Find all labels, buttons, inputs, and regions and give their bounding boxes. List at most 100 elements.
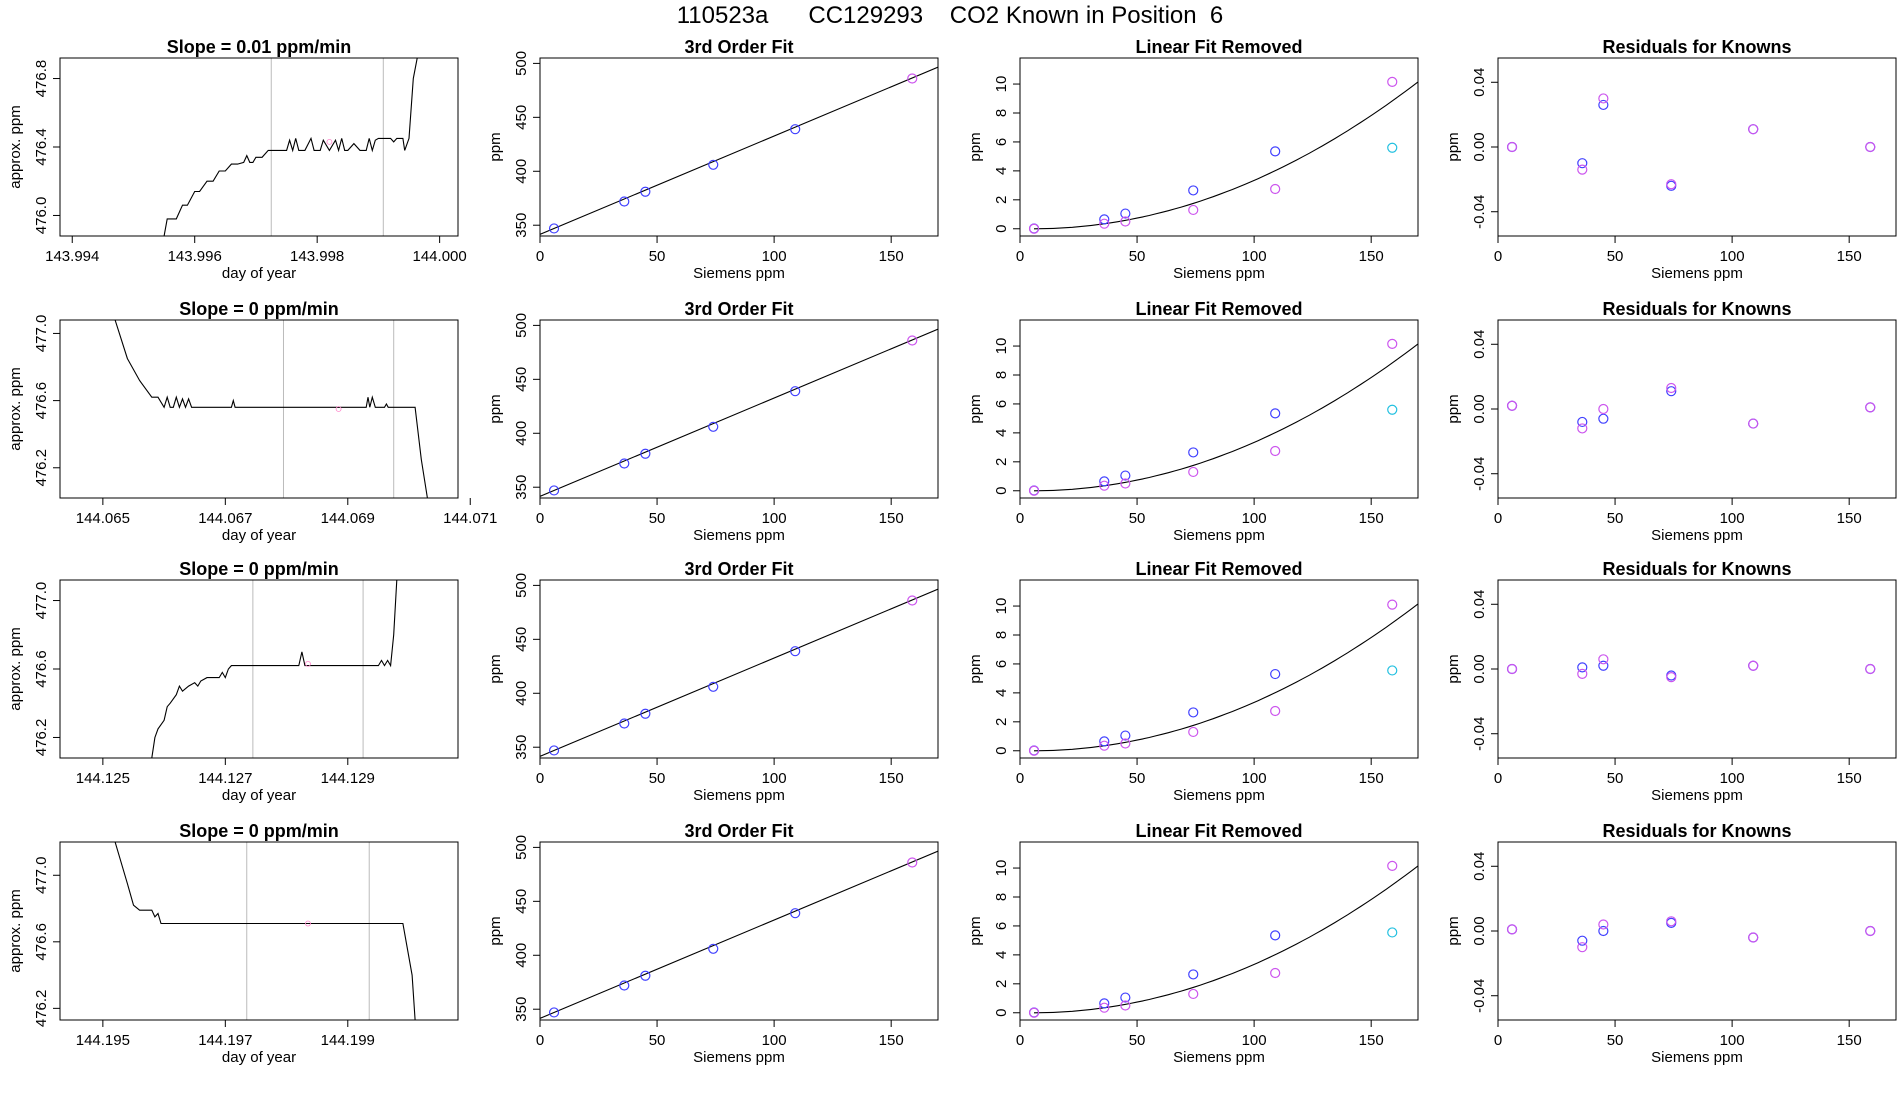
x-tick-label: 150 bbox=[1359, 248, 1384, 265]
y-tick-label: 10 bbox=[993, 598, 1010, 615]
panel-title: Slope = 0 ppm/min bbox=[179, 821, 339, 841]
x-tick-label: 50 bbox=[649, 510, 666, 527]
y-tick-label: 450 bbox=[513, 627, 530, 652]
data-point bbox=[1270, 967, 1281, 979]
panel-title: 3rd Order Fit bbox=[684, 37, 793, 57]
data-point bbox=[1506, 663, 1518, 675]
y-tick-label: 0.00 bbox=[1471, 654, 1488, 683]
x-tick-label: 150 bbox=[1359, 510, 1384, 527]
data-point bbox=[1120, 478, 1131, 489]
x-tick-label: 100 bbox=[762, 770, 787, 787]
y-axis-label: approx. ppm bbox=[7, 627, 24, 710]
y-tick-label: 0 bbox=[993, 225, 1010, 233]
x-axis-label: Siemens ppm bbox=[1651, 527, 1743, 544]
data-point bbox=[1099, 476, 1110, 487]
plot-frame bbox=[539, 841, 939, 1021]
plot-frame bbox=[1497, 841, 1897, 1021]
y-tick-label: 477.0 bbox=[33, 856, 50, 894]
x-tick-label: 0 bbox=[536, 1032, 544, 1049]
x-tick-label: 50 bbox=[1129, 248, 1146, 265]
x-tick-label: 150 bbox=[879, 770, 904, 787]
data-point bbox=[548, 745, 560, 756]
y-tick-label: -0.04 bbox=[1471, 717, 1488, 751]
x-tick-label: 100 bbox=[762, 248, 787, 265]
y-tick-label: 4 bbox=[993, 689, 1010, 697]
data-point bbox=[1099, 480, 1110, 491]
data-point bbox=[1028, 1007, 1040, 1018]
y-tick-label: 8 bbox=[993, 893, 1010, 901]
data-point bbox=[1387, 599, 1398, 610]
data-point bbox=[1598, 919, 1609, 930]
data-point bbox=[1188, 969, 1199, 980]
x-tick-label: 100 bbox=[1720, 1032, 1745, 1049]
y-tick-label: 400 bbox=[513, 421, 530, 446]
x-tick-label: 0 bbox=[1016, 510, 1024, 527]
x-tick-label: 100 bbox=[762, 1032, 787, 1049]
x-tick-label: 0 bbox=[1016, 248, 1024, 265]
data-point bbox=[1099, 736, 1110, 747]
mean-marker bbox=[305, 660, 311, 667]
data-point bbox=[1120, 208, 1131, 219]
y-tick-label: 0.00 bbox=[1471, 916, 1488, 945]
data-point bbox=[1577, 416, 1588, 428]
data-point bbox=[1270, 705, 1281, 717]
data-point bbox=[907, 857, 918, 868]
y-axis-label: ppm bbox=[487, 916, 504, 945]
plot-frame bbox=[1019, 579, 1419, 759]
y-tick-label: 0.04 bbox=[1471, 330, 1488, 359]
data-point bbox=[640, 970, 651, 981]
data-point bbox=[1120, 470, 1131, 481]
data-point bbox=[1748, 660, 1759, 671]
data-point bbox=[640, 186, 651, 197]
plot-frame bbox=[539, 319, 939, 499]
plot-frame bbox=[1497, 579, 1897, 759]
y-tick-label: 0.04 bbox=[1471, 590, 1488, 619]
y-tick-label: 477.0 bbox=[33, 582, 50, 620]
y-axis-label: ppm bbox=[967, 132, 984, 161]
x-tick-label: 50 bbox=[649, 770, 666, 787]
plot-area bbox=[1506, 93, 1876, 191]
data-point bbox=[1598, 413, 1609, 424]
x-tick-label: 0 bbox=[1494, 510, 1502, 527]
data-point bbox=[708, 159, 719, 170]
x-tick-label: 100 bbox=[1242, 1032, 1267, 1049]
plot-frame bbox=[59, 579, 459, 759]
x-tick-label: 143.998 bbox=[290, 248, 344, 265]
y-tick-label: 477.0 bbox=[33, 315, 50, 353]
plot-area bbox=[1028, 599, 1418, 756]
y-axis-label: ppm bbox=[967, 394, 984, 423]
data-point bbox=[1666, 179, 1677, 190]
panel-1-0: Slope = 0 ppm/min 144.065 144.067 144.069 14… bbox=[7, 299, 497, 544]
data-point bbox=[907, 595, 918, 606]
data-point bbox=[790, 646, 801, 657]
x-axis-label: Siemens ppm bbox=[693, 1049, 785, 1066]
y-tick-label: 0 bbox=[993, 1009, 1010, 1017]
data-point bbox=[619, 718, 630, 729]
panel-title: 3rd Order Fit bbox=[684, 559, 793, 579]
y-tick-label: 0 bbox=[993, 487, 1010, 495]
x-tick-label: 150 bbox=[1837, 248, 1862, 265]
x-tick-label: 150 bbox=[1359, 770, 1384, 787]
data-point bbox=[1598, 654, 1609, 665]
y-tick-label: 350 bbox=[513, 213, 530, 238]
panel-1-1: 3rd Order Fit 0 50 100 150 350 400 450 500 Siemen… bbox=[487, 299, 939, 544]
x-tick-label: 100 bbox=[1242, 770, 1267, 787]
x-axis-label: Siemens ppm bbox=[1651, 1049, 1743, 1066]
x-axis-label: Siemens ppm bbox=[1173, 787, 1265, 804]
fit-line bbox=[540, 66, 938, 235]
plot-area bbox=[1506, 654, 1876, 683]
y-tick-label: 10 bbox=[993, 76, 1010, 93]
x-axis-label: Siemens ppm bbox=[1173, 527, 1265, 544]
plot-area bbox=[1028, 338, 1418, 496]
x-tick-label: 144.065 bbox=[76, 510, 130, 527]
panel-title: Linear Fit Removed bbox=[1135, 821, 1302, 841]
y-tick-label: 450 bbox=[513, 105, 530, 130]
x-tick-label: 0 bbox=[1494, 1032, 1502, 1049]
x-axis-label: day of year bbox=[222, 265, 296, 282]
plot-area bbox=[151, 580, 398, 758]
data-point bbox=[1387, 142, 1398, 153]
data-point bbox=[1099, 1002, 1110, 1013]
y-tick-label: 0.04 bbox=[1471, 68, 1488, 97]
plot-area bbox=[114, 842, 416, 1020]
y-axis-label: ppm bbox=[1445, 394, 1462, 423]
